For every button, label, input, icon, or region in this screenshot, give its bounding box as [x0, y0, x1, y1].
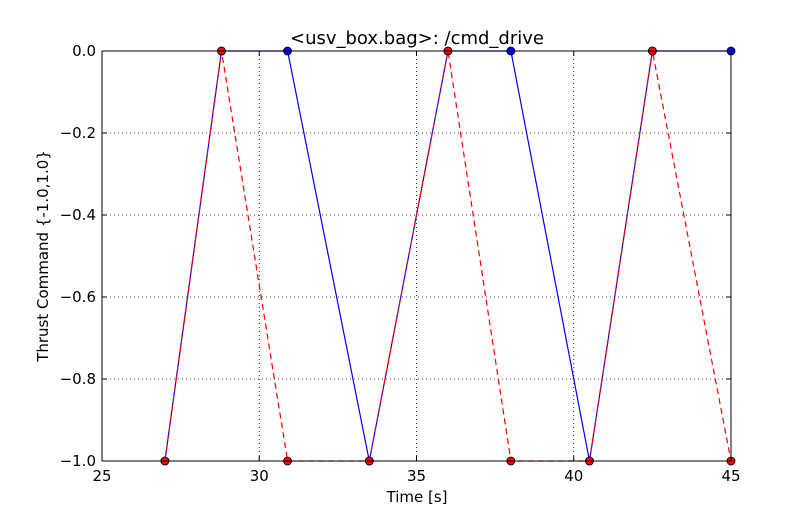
y-tick-label: −0.2	[60, 124, 96, 142]
y-axis-label: Thrust Command {-1.0,1.0}	[34, 150, 52, 363]
y-tick-label: −0.8	[60, 370, 96, 388]
x-tick-label: 25	[92, 467, 111, 485]
ticks: 25 30 35 40 45 0.0 −0.2 −0.4 −0.6 −0.8 −1.0	[60, 42, 741, 485]
y-tick-label: −1.0	[60, 452, 96, 470]
y-tick-label: 0.0	[72, 42, 96, 60]
x-tick-label: 45	[721, 467, 740, 485]
x-axis-label: Time [s]	[386, 488, 448, 506]
x-tick-label: 40	[564, 467, 583, 485]
x-tick-label: 35	[407, 467, 426, 485]
x-tick-label: 30	[250, 467, 269, 485]
series-1-line	[164, 50, 732, 462]
chart-title: <usv_box.bag>: /cmd_drive	[290, 28, 544, 49]
y-tick-label: −0.4	[60, 206, 96, 224]
y-tick-label: −0.6	[60, 288, 96, 306]
